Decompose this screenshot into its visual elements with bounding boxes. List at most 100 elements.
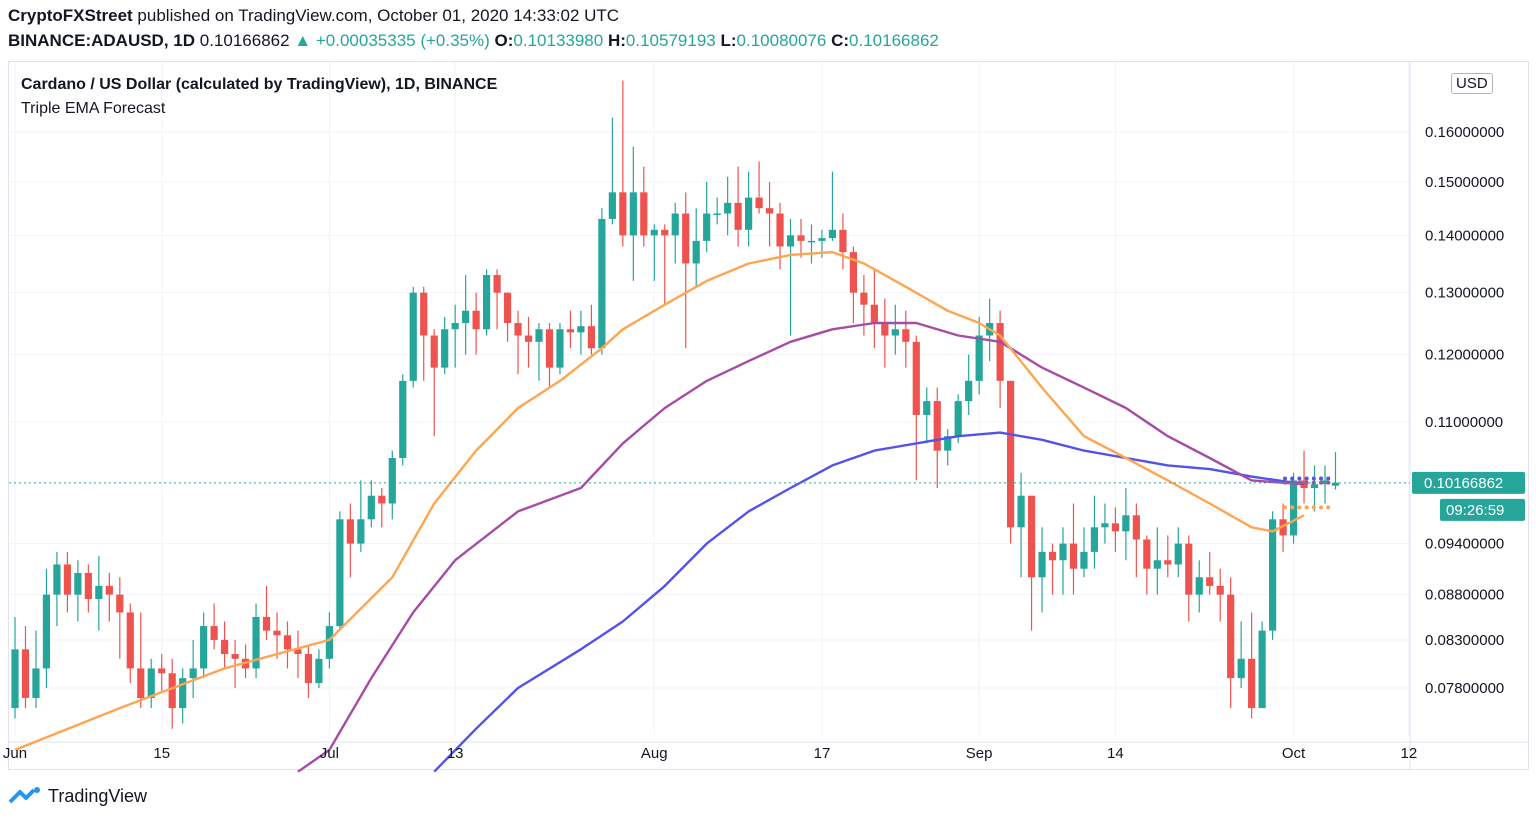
- candle-body: [818, 238, 826, 241]
- y-tick-label: 0.09400000: [1425, 536, 1504, 553]
- candle-body: [828, 229, 837, 239]
- high-value: 0.10579193: [625, 31, 716, 50]
- candle-body: [399, 380, 407, 458]
- y-tick-label: 0.13000000: [1425, 285, 1504, 302]
- candle-body: [944, 436, 952, 451]
- forecast-dot: [1311, 480, 1316, 485]
- y-tick-label: 0.12000000: [1425, 347, 1504, 364]
- candle-body: [870, 304, 878, 324]
- candle-body: [462, 310, 470, 324]
- candle-body: [1195, 577, 1203, 595]
- close-value: 0.10166862: [849, 31, 939, 50]
- candles: [11, 80, 1340, 729]
- candle-body: [1331, 482, 1340, 486]
- candle-body: [74, 572, 82, 595]
- candle-body: [472, 310, 480, 330]
- countdown-badge: [1440, 498, 1525, 521]
- footer-brand[interactable]: TradingView: [8, 784, 147, 808]
- ema-lines: [14, 250, 1331, 773]
- candle-body: [441, 329, 449, 368]
- candle-body: [797, 235, 805, 241]
- candle-body: [325, 626, 333, 659]
- candle-body: [388, 457, 396, 504]
- candle-body: [1132, 515, 1140, 540]
- candle-body: [147, 668, 155, 698]
- candle-body: [262, 616, 271, 631]
- open-label: O:: [494, 31, 514, 50]
- candle-body: [189, 668, 197, 679]
- chart-frame: [8, 61, 1529, 770]
- candle-body: [1090, 527, 1099, 552]
- y-tick-label: 0.16000000: [1425, 124, 1504, 141]
- candle-body: [776, 213, 784, 247]
- candle-body: [923, 401, 931, 415]
- candle-body: [849, 252, 857, 293]
- candle-body: [273, 630, 281, 636]
- candle-body: [1164, 560, 1172, 565]
- candle-body: [1185, 543, 1193, 595]
- candle-body: [1321, 480, 1329, 485]
- candle-body: [912, 341, 920, 415]
- y-tick-label: 0.15000000: [1425, 174, 1504, 191]
- candle-body: [21, 649, 30, 698]
- candle-body: [1111, 523, 1119, 532]
- low-value: 0.10080076: [736, 31, 827, 50]
- forecast-dot: [1290, 476, 1295, 481]
- candle-body: [524, 335, 533, 342]
- candle-body: [1153, 560, 1161, 569]
- candle-body: [619, 192, 627, 236]
- last-price-badge: [1412, 471, 1525, 494]
- candle-body: [126, 612, 134, 669]
- candle-body: [1258, 630, 1266, 709]
- candle-body: [1069, 543, 1078, 569]
- candle-body: [158, 668, 166, 674]
- x-tick-label: Jun: [3, 745, 27, 762]
- candle-body: [430, 335, 438, 368]
- candle-body: [577, 326, 585, 333]
- candle-body: [1059, 543, 1067, 561]
- candle-body: [765, 208, 774, 214]
- candle-body: [661, 229, 669, 236]
- candle-body: [671, 213, 679, 236]
- candle-body: [32, 668, 40, 698]
- candle-body: [84, 572, 92, 600]
- indicator-name[interactable]: Triple EMA Forecast: [21, 100, 166, 117]
- candle-body: [608, 192, 616, 219]
- x-tick-label: Sep: [966, 745, 993, 762]
- symbol-label: BINANCE:ADAUSD, 1D: [8, 31, 196, 50]
- symbol-price: 0.10166862: [199, 31, 290, 50]
- candle-body: [965, 380, 973, 402]
- published-text: published on TradingView.com, October 01…: [137, 6, 620, 25]
- chart-title: Cardano / US Dollar (calculated by Tradi…: [21, 76, 498, 93]
- y-tick-label: 0.07800000: [1425, 680, 1504, 697]
- close-label: C:: [831, 31, 850, 50]
- publish-info: CryptoFXStreet published on TradingView.…: [8, 6, 619, 26]
- candle-body: [357, 519, 365, 544]
- open-value: 0.10133980: [513, 31, 604, 50]
- candle-body: [168, 673, 176, 709]
- candle-body: [1174, 543, 1182, 565]
- forecast-dot: [1297, 476, 1302, 481]
- candle-body: [1227, 594, 1235, 679]
- candle-body: [1310, 484, 1319, 489]
- candle-body: [860, 292, 868, 305]
- candle-body: [304, 654, 313, 684]
- candle-body: [11, 649, 19, 709]
- candle-body: [514, 323, 522, 336]
- candle-body: [105, 585, 113, 595]
- price-axis: 0.16000000 0.15000000 0.14000000 0.13000000…: [1425, 124, 1504, 697]
- forecast-dot: [1304, 505, 1309, 510]
- candle-body: [975, 335, 983, 381]
- candle-body: [954, 401, 962, 437]
- forecast-dot: [1319, 505, 1323, 510]
- x-tick-label: 12: [1400, 745, 1417, 762]
- candle-body: [996, 323, 1004, 381]
- author-name[interactable]: CryptoFXStreet: [8, 6, 133, 25]
- candle-body: [629, 192, 637, 236]
- currency-button[interactable]: USD: [1451, 73, 1493, 94]
- grid-lines: [9, 62, 1528, 769]
- y-tick-label: 0.11000000: [1425, 414, 1503, 431]
- candle-body: [1007, 380, 1015, 528]
- x-tick-label: Jul: [320, 745, 339, 762]
